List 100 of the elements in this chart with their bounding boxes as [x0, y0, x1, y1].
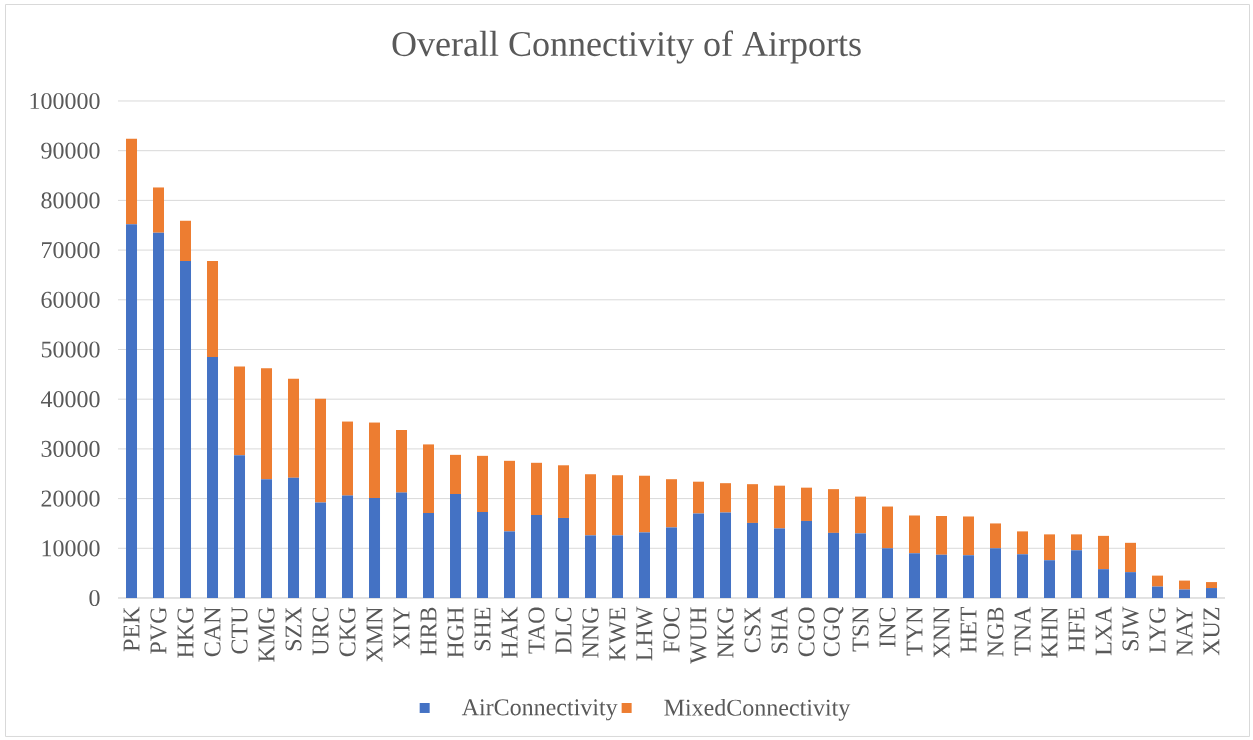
x-tick-label: HAK [501, 606, 518, 658]
bar [936, 515, 948, 555]
bar [774, 528, 786, 598]
bar [585, 474, 597, 536]
bar [342, 421, 354, 496]
bar [1125, 542, 1137, 573]
x-tick-label: HKG [177, 607, 194, 658]
x-tick-label: TNA [1014, 606, 1031, 656]
bar [153, 232, 165, 598]
x-tick-label: CGQ [823, 606, 844, 657]
bar [1098, 535, 1110, 570]
x-tick-label: CTU [231, 607, 248, 654]
x-tick-label: NKG [717, 607, 734, 658]
bar [1179, 589, 1191, 598]
bar [1152, 586, 1164, 598]
chart-title: Overall Connectivity of Airports [392, 30, 861, 64]
legend-label: MixedConnectivity [664, 698, 851, 721]
bar [1017, 531, 1029, 555]
y-tick-label: 50000 [41, 341, 100, 358]
y-tick-label: 90000 [41, 142, 100, 159]
x-tick-label: CAN [204, 607, 221, 657]
bar [1044, 560, 1056, 598]
bar [1152, 575, 1164, 587]
legend-label: AirConnectivity [461, 699, 618, 721]
bar [774, 485, 786, 529]
x-tick-label: KHN [1041, 607, 1058, 658]
y-tick-label: 70000 [42, 241, 100, 259]
x-tick-label: CKG [339, 607, 356, 657]
x-tick-label: SZX [285, 606, 302, 651]
bar [612, 535, 624, 598]
bar [963, 555, 975, 598]
x-tick-label: INC [879, 607, 896, 647]
bar [990, 548, 1002, 598]
bar [612, 475, 624, 536]
bar [963, 516, 975, 556]
bar [207, 261, 219, 357]
bar [180, 220, 192, 262]
bar [855, 496, 867, 534]
bar [1206, 588, 1218, 598]
bar [477, 512, 489, 598]
bar [693, 481, 705, 514]
bar [1125, 572, 1137, 598]
bar [342, 495, 354, 598]
bar [828, 489, 840, 533]
bar [234, 455, 246, 598]
bar [1179, 580, 1191, 590]
x-tick-label: KWE [609, 607, 626, 661]
y-tick-label: 10000 [42, 540, 100, 557]
bar [1044, 534, 1056, 561]
bar [234, 366, 246, 456]
bar [288, 378, 300, 478]
bar [369, 422, 381, 499]
bar [450, 454, 462, 495]
bar [747, 522, 759, 598]
bar [855, 533, 867, 598]
bar [477, 455, 489, 512]
bar [1071, 550, 1083, 598]
y-tick-label: 0 [89, 589, 100, 607]
y-tick-label: 40000 [40, 391, 100, 408]
x-tick-label: NGB [987, 607, 1004, 657]
x-tick-label: SHE [474, 607, 491, 651]
x-tick-label: XMN [366, 607, 383, 662]
bar [666, 527, 678, 598]
bar [639, 475, 651, 533]
bar [747, 484, 759, 523]
x-tick-label: LXA [1095, 606, 1112, 656]
bar [450, 494, 462, 598]
bar [369, 498, 381, 598]
y-tick-label: 100000 [30, 92, 100, 110]
bar [261, 368, 273, 480]
bar [504, 531, 516, 598]
bar [909, 515, 921, 554]
bar [720, 483, 732, 513]
x-tick-label: XIY [393, 607, 410, 649]
bar [504, 460, 516, 532]
bar [288, 477, 300, 598]
x-tick-label: DLC [555, 607, 572, 654]
x-tick-label: WUH [690, 607, 707, 664]
x-tick-label: PEK [123, 606, 140, 652]
x-tick-label: KMG [258, 607, 275, 662]
bar [126, 138, 138, 225]
bar [936, 554, 948, 598]
bar [423, 513, 435, 598]
bar [558, 517, 570, 598]
x-tick-label: TAO [528, 607, 545, 654]
bar [1206, 582, 1218, 589]
x-tick-label: SHA [771, 606, 788, 653]
bar [1098, 569, 1110, 598]
bar [909, 553, 921, 598]
bar [180, 261, 192, 598]
bar [558, 465, 570, 518]
y-tick-label: 20000 [41, 490, 100, 507]
bar [396, 492, 408, 598]
y-tick-label: 30000 [41, 440, 100, 457]
bar [639, 532, 651, 598]
bar [531, 514, 543, 598]
bar [531, 462, 543, 515]
x-tick-label: TSN [852, 607, 869, 652]
x-tick-label: FOC [663, 607, 680, 653]
x-tick-label: SJW [1122, 606, 1139, 651]
